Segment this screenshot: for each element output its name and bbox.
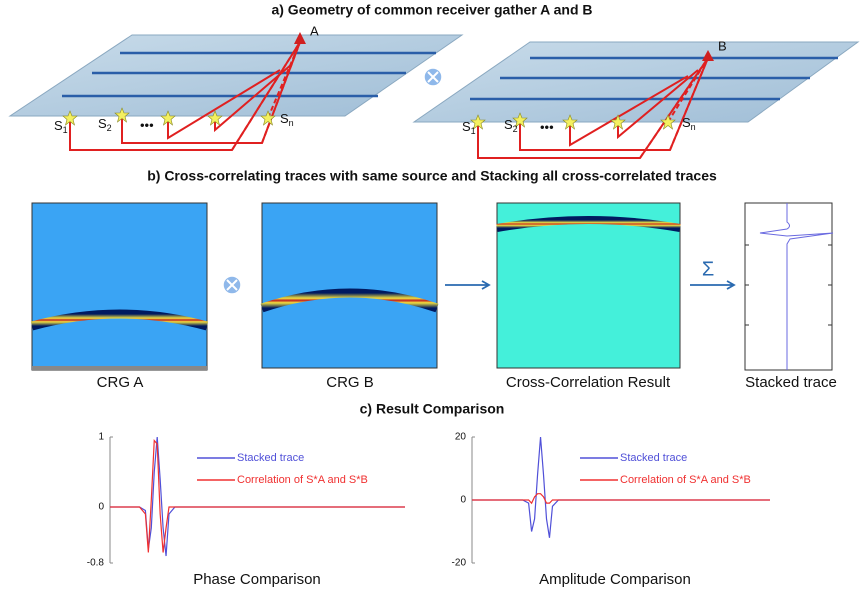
y-tick-label: 1 (98, 432, 104, 443)
y-tick-label: -0.8 (87, 558, 105, 569)
panel-b-title: b) Cross-correlating traces with same so… (147, 168, 717, 184)
receiver-label: A (310, 23, 319, 38)
source-sub: n (289, 118, 294, 128)
panel-a-title: a) Geometry of common receiver gather A … (271, 2, 592, 18)
y-tick-label: -20 (452, 558, 467, 569)
source-sub: 1 (63, 125, 68, 135)
source-sub: 2 (107, 123, 112, 133)
ellipsis: ••• (540, 119, 554, 134)
stacked-trace-image (745, 203, 833, 370)
legend-label: Stacked trace (237, 452, 304, 464)
caption: Stacked trace (745, 374, 837, 391)
source-base: S (504, 117, 513, 132)
legend-label: Stacked trace (620, 452, 687, 464)
crg-a-image (32, 203, 207, 370)
source-base: S (462, 119, 471, 134)
source-label: S2 (98, 116, 112, 133)
source-base: S (98, 116, 107, 131)
legend-label: Correlation of S*A and S*B (237, 474, 368, 486)
panel-c-title: c) Result Comparison (360, 401, 505, 417)
sum-symbol: Σ (702, 258, 714, 280)
arrow (445, 281, 489, 289)
source-sub: 1 (471, 126, 476, 136)
legend-label: Correlation of S*A and S*B (620, 474, 751, 486)
source-base: S (280, 111, 289, 126)
caption: Phase Comparison (193, 571, 321, 588)
source-sub: 2 (513, 124, 518, 134)
source-sub: n (691, 122, 696, 132)
caption: CRG A (97, 374, 144, 391)
y-tick-label: 0 (98, 502, 104, 513)
source-base: S (682, 115, 691, 130)
caption: Amplitude Comparison (539, 571, 691, 588)
y-tick-label: 0 (460, 495, 466, 506)
xcorr-image (497, 203, 680, 368)
geometry-b: ••• (414, 42, 858, 158)
source-label: S1 (54, 118, 68, 135)
series-line (472, 494, 770, 503)
crg-b-image (262, 203, 437, 368)
caption: CRG B (326, 374, 374, 391)
correlate-symbol (424, 68, 442, 86)
correlate-symbol (223, 276, 241, 294)
arrow (690, 281, 734, 289)
y-tick-label: 20 (455, 432, 467, 443)
ellipsis: ••• (140, 117, 154, 132)
figure: a) Geometry of common receiver gather A … (0, 0, 864, 596)
receiver-label: B (718, 38, 727, 53)
geometry-a: ••• (10, 32, 462, 150)
source-base: S (54, 118, 63, 133)
caption: Cross-Correlation Result (506, 374, 671, 391)
